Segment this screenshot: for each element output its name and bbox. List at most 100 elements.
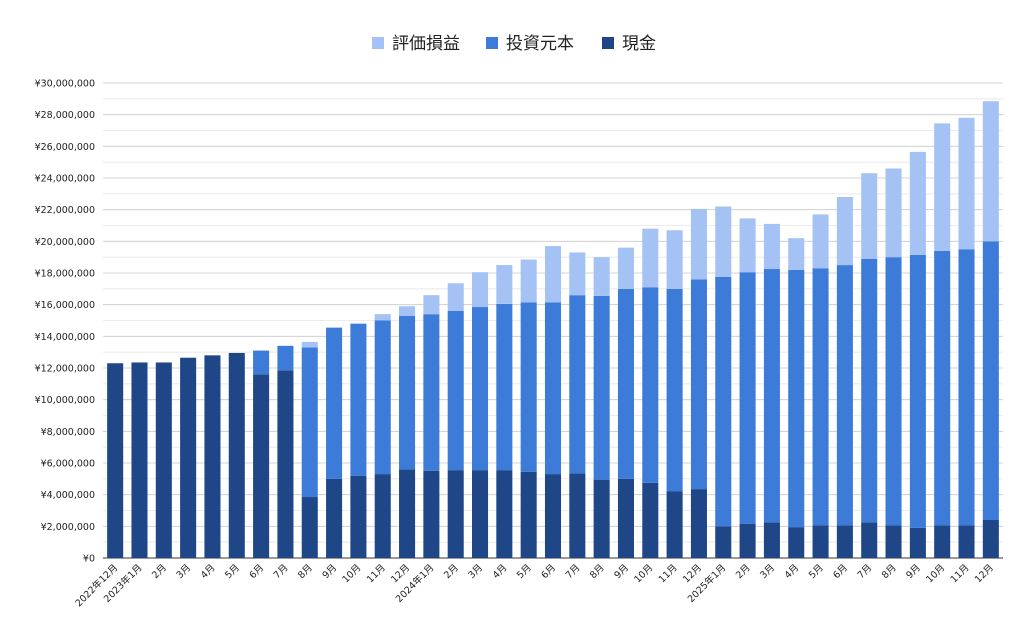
bar-segment-評価損益 [788, 238, 805, 270]
bar-segment-評価損益 [763, 223, 780, 270]
bar-segment-現金 [131, 362, 148, 558]
bar-segment-現金 [836, 525, 853, 558]
x-tick-label: 9月 [612, 562, 631, 581]
x-tick-label: 5月 [807, 562, 826, 581]
x-tick-label: 8月 [880, 562, 899, 581]
bar-segment-投資元本 [763, 269, 780, 523]
bar-segment-投資元本 [520, 302, 537, 472]
x-tick-label: 9月 [320, 562, 339, 581]
bar-segment-評価損益 [423, 295, 440, 315]
legend-swatch [602, 37, 614, 49]
bar-segment-投資元本 [982, 241, 999, 520]
y-tick-label: ¥0 [83, 554, 95, 565]
y-tick-label: ¥4,000,000 [41, 490, 95, 501]
x-tick-label: 3月 [758, 562, 777, 581]
bar-segment-投資元本 [861, 258, 878, 523]
bar-segment-評価損益 [885, 168, 902, 258]
x-tick-label: 7月 [564, 562, 583, 581]
x-tick-label: 3月 [466, 562, 485, 581]
y-axis-ticks: ¥0 ¥2,000,000 ¥4,000,000 ¥6,000,000 ¥8,000,0… [35, 79, 95, 565]
y-tick-label: ¥8,000,000 [41, 427, 95, 438]
bar-segment-評価損益 [909, 151, 926, 255]
bar-segment-投資元本 [447, 311, 464, 471]
bar-segment-評価損益 [374, 314, 391, 321]
y-tick-label: ¥28,000,000 [35, 110, 95, 121]
bar-segment-投資元本 [934, 250, 951, 526]
bar-segment-現金 [569, 473, 586, 558]
bar-segment-投資元本 [472, 307, 489, 471]
bar-segment-評価損益 [715, 206, 732, 277]
x-tick-label: 2月 [734, 562, 753, 581]
bar-segment-評価損益 [666, 230, 683, 289]
bar-segment-評価損益 [958, 117, 975, 250]
bar-segment-評価損益 [472, 272, 489, 308]
y-tick-label: ¥6,000,000 [41, 459, 95, 470]
x-tick-label: 8月 [588, 562, 607, 581]
bar-segment-投資元本 [739, 272, 756, 524]
bar-segment-投資元本 [277, 345, 294, 371]
bar-segment-評価損益 [617, 247, 634, 289]
bar-segment-投資元本 [617, 288, 634, 479]
legend: 評価損益 投資元本 現金 [372, 34, 656, 54]
bar-segment-評価損益 [544, 246, 562, 303]
bar-segment-評価損益 [934, 123, 951, 251]
bar-segment-現金 [180, 357, 197, 558]
x-tick-label: 2月 [150, 562, 169, 581]
bar-segment-投資元本 [399, 315, 416, 470]
legend-swatch [372, 37, 384, 49]
bar-segment-現金 [326, 478, 343, 558]
bar-segment-投資元本 [690, 279, 707, 490]
y-tick-label: ¥2,000,000 [41, 522, 95, 533]
x-tick-label: 6月 [831, 562, 850, 581]
bar-segment-現金 [107, 363, 124, 558]
bar-segment-現金 [399, 469, 416, 558]
bar-segment-現金 [204, 355, 221, 558]
x-tick-label: 7月 [856, 562, 875, 581]
bar-segment-現金 [666, 491, 683, 558]
bar-segment-現金 [155, 362, 172, 558]
bar-segment-現金 [958, 525, 975, 558]
y-tick-label: ¥26,000,000 [35, 142, 95, 153]
bar-segment-評価損益 [496, 265, 513, 304]
bar-segment-現金 [496, 470, 513, 559]
x-tick-label: 11月 [657, 562, 680, 585]
bar-segment-現金 [228, 352, 245, 558]
bar-segment-現金 [861, 522, 878, 559]
bar-segment-評価損益 [861, 173, 878, 259]
bar-segment-現金 [472, 470, 489, 559]
y-tick-label: ¥30,000,000 [35, 79, 95, 90]
x-tick-label: 11月 [949, 562, 972, 585]
x-tick-label: 10月 [924, 562, 947, 585]
bar-segment-評価損益 [520, 259, 537, 303]
bar-segment-現金 [788, 527, 805, 559]
bar-segment-現金 [301, 497, 318, 558]
x-tick-label: 4月 [491, 562, 510, 581]
x-tick-label: 5月 [515, 562, 534, 581]
bar-segment-現金 [447, 470, 464, 559]
bar-segment-現金 [934, 525, 951, 558]
bars [107, 101, 999, 559]
x-tick-label: 5月 [223, 562, 242, 581]
y-tick-label: ¥18,000,000 [35, 269, 95, 280]
bar-segment-投資元本 [909, 254, 926, 528]
x-tick-label: 10月 [340, 562, 363, 585]
x-tick-label: 9月 [904, 562, 923, 581]
x-tick-label: 4月 [199, 562, 218, 581]
x-tick-label: 12月 [973, 562, 996, 585]
bar-segment-評価損益 [399, 306, 416, 316]
bar-segment-投資元本 [496, 303, 513, 471]
x-tick-label: 4月 [783, 562, 802, 581]
bar-segment-評価損益 [301, 341, 318, 348]
bar-segment-現金 [617, 478, 634, 558]
bar-segment-現金 [885, 525, 902, 558]
bar-segment-現金 [520, 471, 537, 558]
x-tick-label: 6月 [539, 562, 558, 581]
y-tick-label: ¥24,000,000 [35, 174, 95, 185]
bar-segment-現金 [715, 526, 732, 558]
legend-label: 評価損益 [392, 34, 460, 54]
bar-segment-現金 [690, 489, 707, 559]
bar-segment-投資元本 [374, 320, 391, 475]
bar-segment-投資元本 [350, 323, 367, 476]
